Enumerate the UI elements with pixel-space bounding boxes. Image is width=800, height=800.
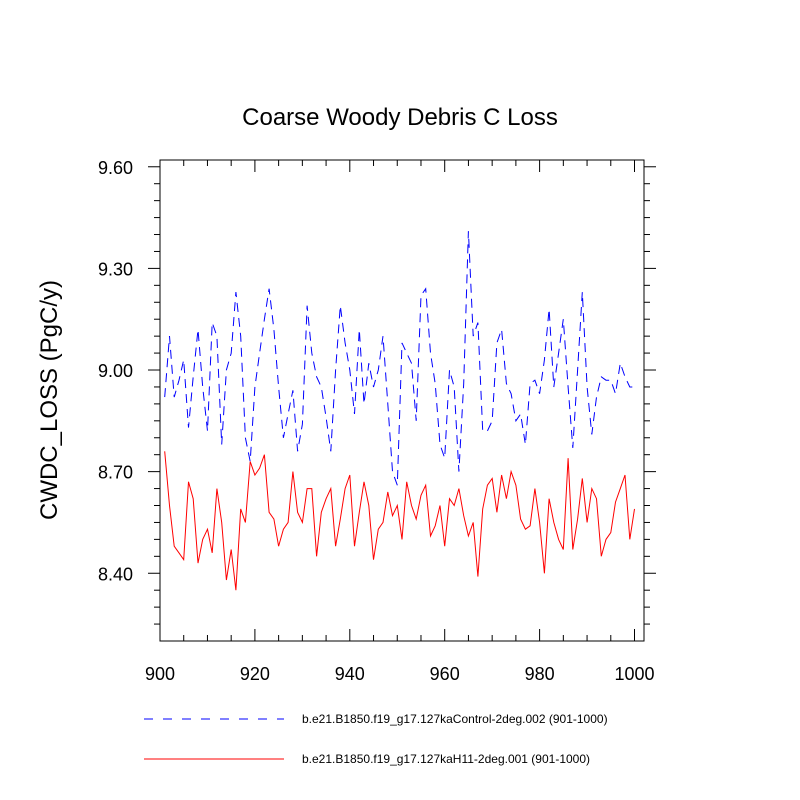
legend-label-1: b.e21.B1850.f19_g17.127kaControl-2deg.00… [302, 712, 608, 726]
series-line-2 [164, 451, 635, 591]
chart-title: Coarse Woody Debris C Loss [242, 104, 558, 131]
y-tick-label: 9.00 [98, 361, 133, 381]
y-tick-label: 9.30 [98, 259, 133, 279]
x-tick-label: 980 [525, 664, 555, 684]
x-tick-label: 960 [430, 664, 460, 684]
legend-label-2: b.e21.B1850.f19_g17.127kaH11-2deg.001 (9… [302, 752, 590, 766]
y-tick-label: 8.40 [98, 564, 133, 584]
tick-labels: 900 920 940 960 980 1000 8.40 8.70 9.00 9.30 9.60 [98, 158, 655, 684]
plot-area [164, 231, 635, 591]
legend: b.e21.B1850.f19_g17.127kaControl-2deg.00… [144, 712, 608, 766]
axis-ticks [148, 160, 656, 641]
x-tick-label: 1000 [614, 664, 654, 684]
x-tick-label: 920 [240, 664, 270, 684]
x-tick-label: 900 [145, 664, 175, 684]
series-line-1 [164, 231, 635, 486]
y-tick-label: 9.60 [98, 158, 133, 178]
y-tick-label: 8.70 [98, 463, 133, 483]
plot-frame [159, 159, 645, 642]
x-tick-label: 940 [335, 664, 365, 684]
y-axis-label: CWDC_LOSS (PgC/y) [36, 280, 63, 520]
